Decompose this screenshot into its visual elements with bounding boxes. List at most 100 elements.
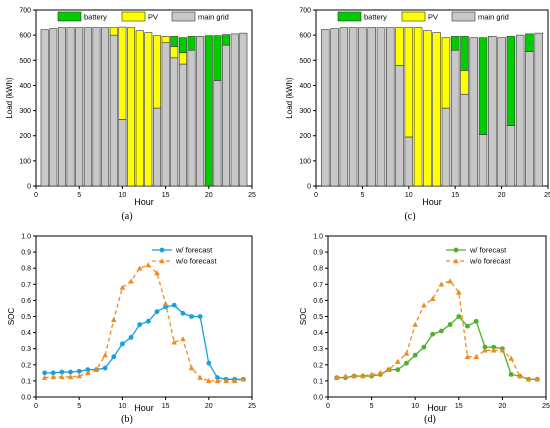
x-axis-label: Hour [427, 403, 447, 413]
y-tick-label: 0.4 [313, 330, 323, 337]
bar-main-grid [469, 37, 479, 187]
x-axis-label: Hour [134, 197, 154, 207]
data-point [404, 360, 409, 366]
data-point [41, 374, 48, 380]
y-tick-label: 600 [299, 33, 311, 40]
data-point [197, 374, 203, 380]
data-point [111, 354, 117, 360]
y-tick-label: 0.6 [313, 298, 323, 305]
bar-main-grid [478, 134, 488, 187]
bar-main-grid [118, 119, 127, 187]
data-point [119, 284, 126, 290]
bar-main-grid [161, 42, 170, 187]
y-tick-label: 0.6 [21, 298, 31, 305]
y-tick-label: 0.3 [21, 346, 31, 353]
x-tick-label: 15 [455, 403, 463, 410]
figure-caption: (b) [121, 414, 133, 425]
bar-main-grid [330, 28, 339, 187]
data-point [525, 376, 532, 382]
bar-PV [135, 30, 144, 187]
x-tick-label: 10 [119, 403, 127, 410]
bar-PV [404, 27, 414, 138]
x-tick-label: 5 [77, 192, 81, 199]
x-tick-label: 25 [248, 192, 256, 199]
data-point [403, 350, 410, 356]
x-tick-label: 20 [205, 192, 213, 199]
bar-battery [525, 33, 534, 52]
bar-main-grid [187, 49, 196, 187]
data-point [136, 265, 143, 271]
y-tick-label: 0.8 [313, 266, 323, 273]
data-point [128, 278, 134, 284]
bar-main-grid [109, 34, 118, 187]
bar-main-grid [57, 27, 66, 187]
data-point [430, 331, 436, 337]
bar-main-grid [92, 27, 101, 187]
legend-label: main grid [198, 13, 229, 22]
bar-main-grid [170, 57, 179, 187]
y-tick-label: 0.0 [21, 395, 31, 402]
data-point [482, 344, 488, 350]
data-point [162, 300, 169, 306]
chart-b: 0 5 10 15 20 25 0.0 0.1 0.2 0.3 0.4 0.5 0.6 0.7 0.8 0.9… [7, 234, 256, 426]
data-point [456, 289, 462, 295]
legend-marker [453, 247, 459, 253]
y-tick-label: 0.5 [21, 314, 31, 321]
plot-area [327, 235, 547, 398]
x-tick-label: 0 [326, 403, 330, 410]
bar-PV [413, 27, 423, 187]
bar-main-grid [178, 63, 187, 187]
legend-label: main grid [478, 13, 509, 22]
data-point [102, 365, 108, 371]
data-point [412, 321, 418, 327]
data-point [377, 370, 384, 376]
legend-marker [453, 258, 459, 264]
data-point [180, 310, 186, 316]
bar-main-grid [376, 27, 386, 187]
y-tick-label: 600 [19, 33, 31, 40]
data-point [145, 262, 152, 268]
data-point [412, 352, 418, 358]
data-point [360, 373, 366, 379]
y-tick-label: 300 [299, 108, 311, 115]
data-point [395, 367, 401, 373]
chart-d: 0 5 10 15 20 25 0.0 0.1 0.2 0.3 0.4 0.5 0.6 0.7 0.8 0.9… [299, 234, 550, 426]
x-axis-label: Hour [422, 197, 442, 207]
data-point [447, 322, 453, 327]
y-tick-label: 0.9 [21, 250, 31, 257]
bar-main-grid [213, 80, 222, 187]
figure-caption: (d) [424, 414, 436, 425]
data-point [137, 322, 143, 327]
x-tick-label: 5 [77, 403, 81, 410]
series-line-w-o-forecast [44, 264, 244, 382]
data-point [85, 370, 91, 376]
bar-main-grid [152, 107, 161, 187]
y-tick-label: 0.4 [21, 330, 31, 337]
y-tick-label: 0.5 [313, 314, 323, 321]
data-point [93, 366, 100, 372]
x-tick-label: 5 [360, 192, 364, 199]
bar-main-grid [497, 37, 506, 187]
x-tick-label: 10 [119, 192, 127, 199]
data-point [154, 309, 160, 315]
data-point [447, 278, 453, 284]
x-tick-label: 0 [314, 192, 318, 199]
bar-battery [178, 37, 187, 54]
bar-main-grid [230, 33, 239, 187]
legend-label: PV [148, 13, 158, 22]
x-tick-label: 20 [498, 192, 506, 199]
data-point [171, 339, 178, 345]
y-tick-label: 200 [299, 133, 311, 140]
chart-a: 0 5 10 15 20 25 0 100 200 300 400 500 600 700 Hour Load… [5, 8, 256, 223]
data-point [490, 347, 497, 353]
legend-swatch [171, 11, 196, 22]
data-point [145, 318, 151, 324]
legend-swatch [451, 11, 476, 22]
bar-main-grid [101, 27, 110, 187]
bar-PV [109, 27, 118, 36]
data-point [59, 374, 65, 380]
bar-main-grid [506, 125, 516, 187]
x-tick-label: 15 [162, 192, 170, 199]
bar-main-grid [321, 29, 330, 187]
